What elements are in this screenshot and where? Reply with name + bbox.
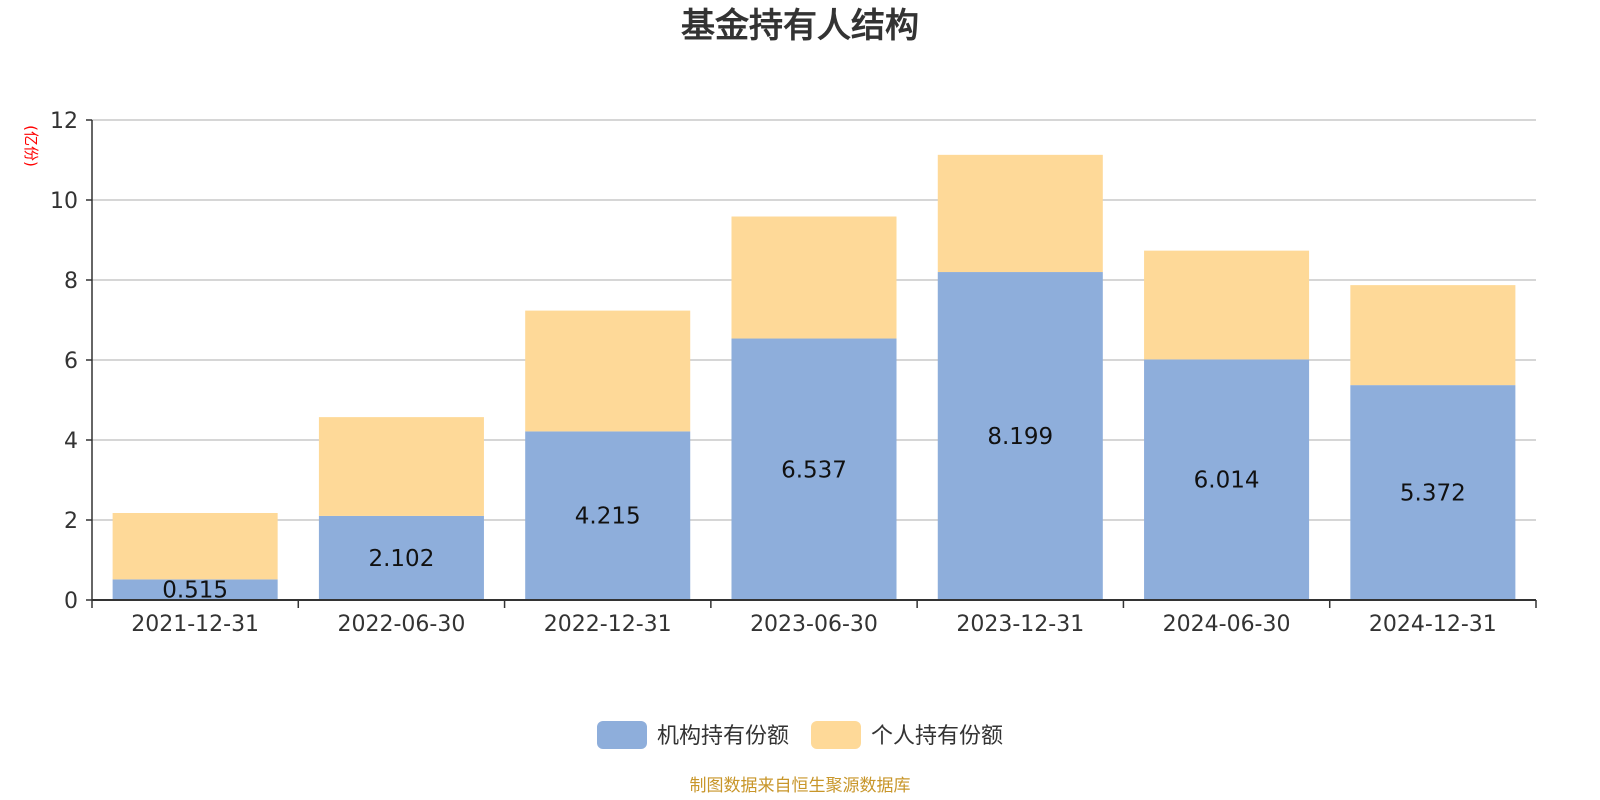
y-axis-unit-label: (亿份) xyxy=(22,125,40,167)
x-tick-label: 2021-12-31 xyxy=(131,612,259,637)
bar-value-label: 5.372 xyxy=(1400,481,1466,507)
y-tick-label: 8 xyxy=(64,269,78,294)
chart-title: 基金持有人结构 xyxy=(681,6,919,46)
individual-bar xyxy=(112,513,278,580)
institutional-bar xyxy=(525,431,691,600)
individual-bar xyxy=(525,310,691,432)
institutional-bar xyxy=(1144,359,1310,600)
institutional-bar xyxy=(937,272,1103,600)
x-tick-label: 2024-12-31 xyxy=(1369,612,1497,637)
bars xyxy=(112,154,1516,600)
individual-bar xyxy=(1350,285,1516,386)
y-tick-label: 4 xyxy=(64,429,78,454)
bar-value-label: 4.215 xyxy=(575,504,641,530)
institutional-bar xyxy=(731,338,897,600)
y-tick-label: 10 xyxy=(50,189,78,214)
y-tick-label: 0 xyxy=(64,589,78,614)
x-tick-label: 2022-06-30 xyxy=(337,612,465,637)
x-tick-label: 2023-12-31 xyxy=(956,612,1084,637)
bar-value-label: 2.102 xyxy=(368,546,434,572)
bar-value-label: 6.537 xyxy=(781,457,847,483)
institutional-bar xyxy=(1350,385,1516,600)
x-tick-label: 2023-06-30 xyxy=(750,612,878,637)
y-tick-label: 12 xyxy=(50,109,78,134)
bar-value-label: 6.014 xyxy=(1194,468,1260,494)
legend-label-institutional: 机构持有份额 xyxy=(657,724,789,749)
individual-bar xyxy=(731,216,897,339)
individual-bar xyxy=(1144,250,1310,360)
legend: 机构持有份额 个人持有份额 xyxy=(597,721,1003,749)
legend-label-individual: 个人持有份额 xyxy=(871,724,1003,749)
individual-bar xyxy=(318,417,484,516)
x-tick-label: 2022-12-31 xyxy=(544,612,672,637)
source-note: 制图数据来自恒生聚源数据库 xyxy=(690,776,911,796)
axes: 0 2 4 6 8 10 12 2021-12-31 2022-06-30 2022-12-31 2… xyxy=(50,109,1537,637)
institutional-bar xyxy=(112,579,278,600)
legend-swatch-institutional xyxy=(597,721,647,749)
individual-bar xyxy=(937,154,1103,273)
bar-value-label: 8.199 xyxy=(987,424,1053,450)
institutional-bar xyxy=(318,515,484,600)
y-tick-label: 2 xyxy=(64,509,78,534)
x-tick-label: 2024-06-30 xyxy=(1163,612,1291,637)
y-tick-label: 6 xyxy=(64,349,78,374)
legend-swatch-individual xyxy=(811,721,861,749)
